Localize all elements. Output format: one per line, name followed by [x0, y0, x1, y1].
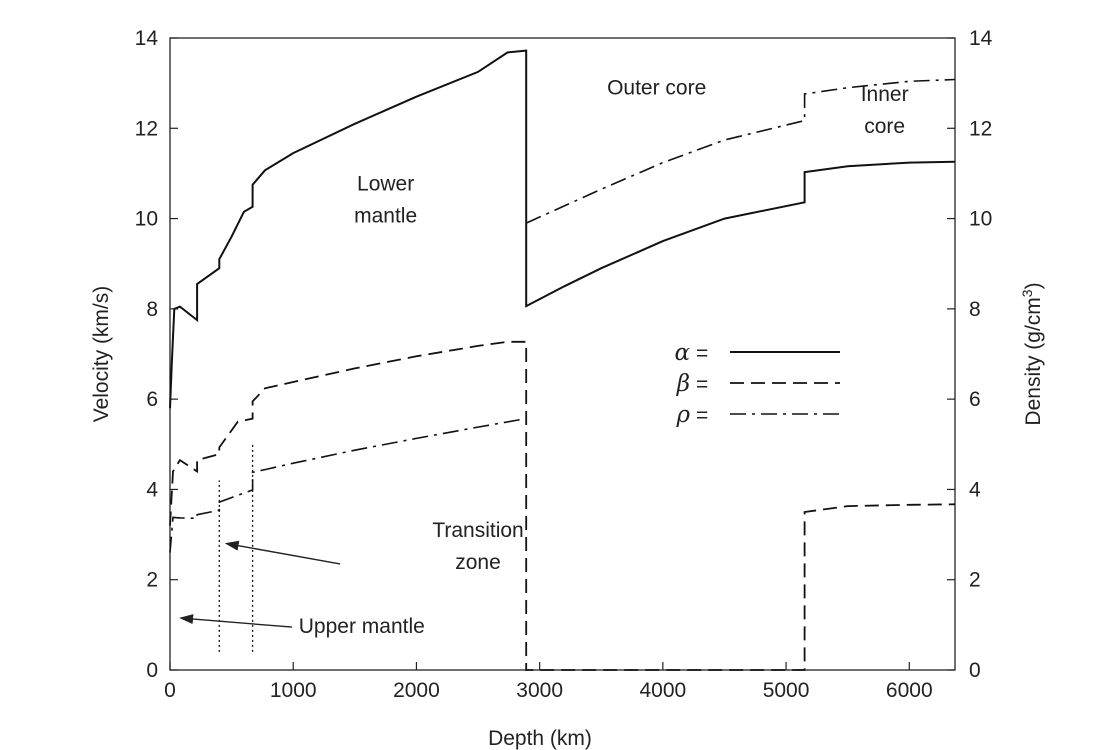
annotation-line: core	[864, 115, 905, 138]
beta-line	[169, 340, 956, 671]
y-tick-label: 2	[146, 569, 158, 592]
y-tick-label: 8	[146, 298, 158, 321]
annotation-line: Outer core	[607, 76, 706, 99]
y2-tick-label: 10	[969, 208, 992, 231]
x-axis-title: Depth (km)	[488, 727, 592, 750]
y-tick-label: 0	[146, 659, 158, 682]
y2-axis-title-close: )	[1022, 282, 1045, 289]
legend-equals: =	[696, 342, 708, 365]
legend-symbol-rho: ρ	[675, 402, 690, 428]
rho-line	[525, 78, 956, 224]
annotation-line: zone	[455, 551, 501, 574]
y-axis-title: Velocity (km/s)	[90, 286, 113, 423]
x-tick-label: 6000	[886, 679, 933, 702]
y-tick-label: 14	[135, 27, 159, 50]
y-tick-label: 4	[146, 478, 158, 501]
y2-axis-title: Density (g/cm3)	[1019, 282, 1045, 425]
series-layer	[169, 49, 956, 671]
x-tick-label: 5000	[763, 679, 810, 702]
y-tick-label: 10	[135, 208, 158, 231]
legend-equals: =	[696, 404, 708, 427]
legend: α = β = ρ =	[674, 340, 840, 428]
y2-tick-label: 0	[969, 659, 981, 682]
x-axis-ticks: 0 1000 2000 3000 4000 5000 6000	[164, 662, 933, 702]
legend-symbol-alpha: α	[674, 340, 690, 366]
annotation-line: Transition	[432, 519, 523, 542]
annotation-outer-core: Outer core	[607, 76, 706, 99]
rho-line	[169, 417, 527, 553]
x-tick-label: 0	[164, 679, 176, 702]
y2-tick-label: 14	[969, 27, 993, 50]
annotation-upper-mantle: Upper mantle	[299, 615, 425, 638]
annotation-inner-core: Inner core	[861, 83, 909, 138]
y2-axis-title-main: Density (g/cm	[1022, 297, 1045, 425]
x-tick-label: 3000	[516, 679, 563, 702]
y2-tick-label: 4	[969, 478, 981, 501]
annotation-line: mantle	[354, 205, 417, 228]
annotation-arrow-upper-mantle	[179, 614, 293, 628]
y2-tick-label: 2	[969, 569, 981, 592]
annotation-line: Inner	[861, 83, 909, 106]
y2-axis-ticks: 0 2 4 6 8 10 12 14	[947, 27, 993, 682]
x-tick-label: 4000	[639, 679, 686, 702]
annotation-arrow-transition-zone	[224, 540, 341, 565]
y2-tick-label: 6	[969, 388, 981, 411]
annotation-lower-mantle: Lower mantle	[354, 173, 417, 228]
alpha-line	[169, 49, 956, 409]
x-tick-label: 1000	[270, 679, 317, 702]
legend-symbol-beta: β	[676, 371, 690, 397]
annotation-transition-zone: Transition zone	[432, 519, 523, 574]
y-tick-label: 6	[146, 388, 158, 411]
x-tick-label: 2000	[393, 679, 440, 702]
plot-frame	[169, 37, 956, 671]
y-tick-label: 12	[135, 117, 158, 140]
annotations-layer: Lower mantle Outer core Inner core Transition…	[179, 76, 909, 638]
legend-equals: =	[696, 373, 708, 396]
y2-tick-label: 8	[969, 298, 981, 321]
annotation-line: Upper mantle	[299, 615, 425, 638]
y2-tick-label: 12	[969, 117, 992, 140]
y2-axis-title-sup: 3	[1019, 289, 1035, 297]
annotation-line: Lower	[357, 173, 414, 196]
